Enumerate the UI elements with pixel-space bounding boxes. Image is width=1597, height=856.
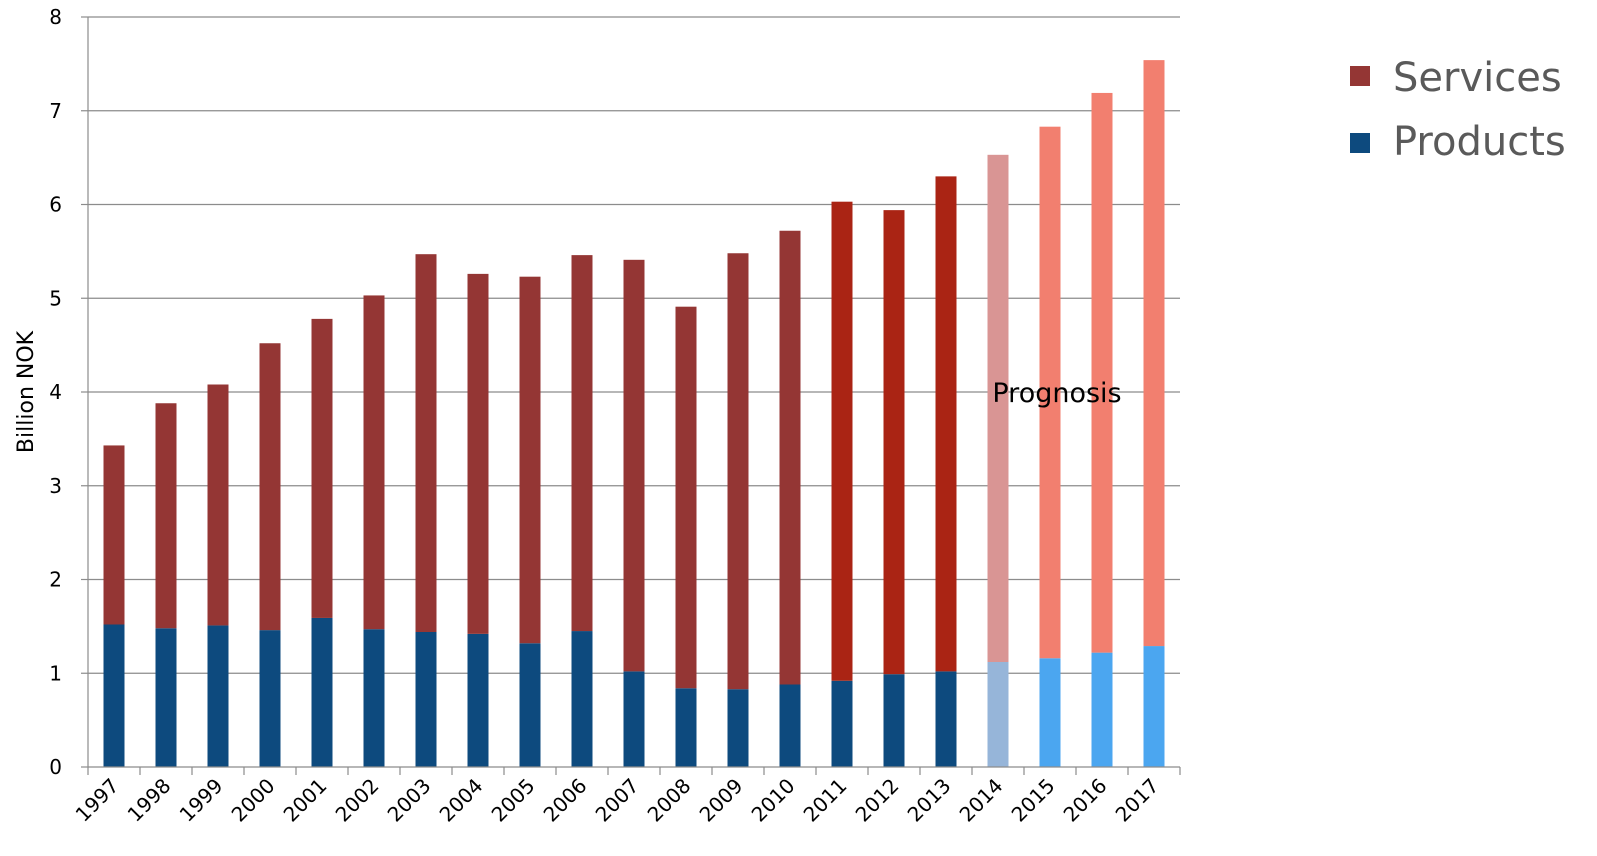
x-tick-label-1997: 1997 [71, 774, 124, 827]
bar-services-2005 [519, 276, 541, 644]
bar-products-2015 [1039, 658, 1061, 767]
x-tick-label-2016: 2016 [1059, 774, 1112, 827]
bar-products-2007 [623, 671, 645, 767]
y-tick-label-1: 1 [49, 661, 62, 685]
x-tick-label-2004: 2004 [435, 774, 488, 827]
bar-services-1999 [207, 384, 229, 626]
prognosis-annotation: Prognosis [992, 378, 1121, 409]
bar-services-2009 [727, 253, 749, 690]
x-tick-label-2005: 2005 [487, 774, 540, 827]
x-tick-label-1998: 1998 [123, 774, 176, 827]
bar-products-2005 [519, 643, 541, 767]
x-tick-label-2002: 2002 [331, 774, 384, 827]
bar-products-2010 [779, 684, 801, 767]
legend: Services Products [1350, 55, 1566, 165]
legend-label-services: Services [1393, 55, 1562, 101]
x-tick-label-2009: 2009 [695, 774, 748, 827]
bar-products-2011 [831, 680, 853, 767]
x-tick-labels: 1997 1998 1999 2000 2001 2002 2003 2004 2005 2006… [71, 774, 1164, 827]
bar-services-2004 [467, 273, 489, 634]
x-tick-label-2017: 2017 [1111, 774, 1164, 827]
bar-products-2013 [935, 671, 957, 767]
y-tick-label-8: 8 [49, 5, 62, 29]
bar-services-1997 [103, 445, 125, 625]
bar-services-2013 [935, 176, 957, 672]
bar-products-1999 [207, 625, 229, 767]
bar-products-2004 [467, 633, 489, 767]
bar-services-2000 [259, 343, 281, 631]
bar-products-2002 [363, 629, 385, 767]
x-tick-label-2012: 2012 [851, 774, 904, 827]
x-tick-label-2010: 2010 [747, 774, 800, 827]
legend-label-products: Products [1393, 119, 1566, 165]
x-tick-label-2013: 2013 [903, 774, 956, 827]
y-tick-label-5: 5 [49, 286, 62, 310]
bar-services-2007 [623, 259, 645, 672]
y-tick-label-0: 0 [49, 755, 62, 779]
legend-swatch-products [1350, 133, 1370, 153]
x-tick-label-2007: 2007 [591, 774, 644, 827]
x-tick-label-2006: 2006 [539, 774, 592, 827]
bar-products-2006 [571, 631, 593, 767]
bar-services-2016 [1091, 92, 1113, 653]
bar-services-2011 [831, 201, 853, 681]
bar-products-2001 [311, 617, 333, 767]
bar-services-2012 [883, 210, 905, 675]
bar-products-2016 [1091, 652, 1113, 767]
y-tick-label-7: 7 [49, 99, 62, 123]
bar-services-2006 [571, 255, 593, 632]
x-tick-label-2008: 2008 [643, 774, 696, 827]
bar-products-2009 [727, 689, 749, 767]
bar-services-2010 [779, 230, 801, 685]
bar-services-2008 [675, 306, 697, 689]
y-axis-title: Billion NOK [14, 330, 39, 453]
y-tick-label-4: 4 [49, 380, 62, 404]
bar-products-2008 [675, 688, 697, 767]
y-tick-label-3: 3 [49, 474, 62, 498]
bar-services-2002 [363, 295, 385, 630]
bar-products-2014 [987, 662, 1009, 767]
x-tick-label-2015: 2015 [1007, 774, 1060, 827]
x-tick-label-2014: 2014 [955, 774, 1008, 827]
bar-services-1998 [155, 403, 177, 629]
bar-products-2012 [883, 674, 905, 767]
bar-services-2014 [987, 154, 1009, 662]
y-tick-label-2: 2 [49, 568, 62, 592]
y-tick-label-6: 6 [49, 193, 62, 217]
bar-products-2003 [415, 632, 437, 767]
x-tick-label-2000: 2000 [227, 774, 280, 827]
bar-services-2003 [415, 254, 437, 632]
bar-services-2017 [1143, 60, 1165, 647]
bar-products-2000 [259, 630, 281, 767]
x-tick-label-1999: 1999 [175, 774, 228, 827]
bar-products-2017 [1143, 646, 1165, 767]
bar-products-1997 [103, 624, 125, 767]
bar-products-1998 [155, 628, 177, 767]
bar-services-2015 [1039, 126, 1061, 659]
legend-swatch-services [1350, 66, 1370, 86]
axes [87, 17, 1181, 775]
bar-services-2001 [311, 318, 333, 618]
y-tick-labels: 0 1 2 3 4 5 6 7 8 [49, 5, 62, 779]
x-tick-label-2011: 2011 [799, 774, 852, 827]
x-tick-label-2001: 2001 [279, 774, 332, 827]
bars [103, 60, 1165, 767]
x-tick-label-2003: 2003 [383, 774, 436, 827]
